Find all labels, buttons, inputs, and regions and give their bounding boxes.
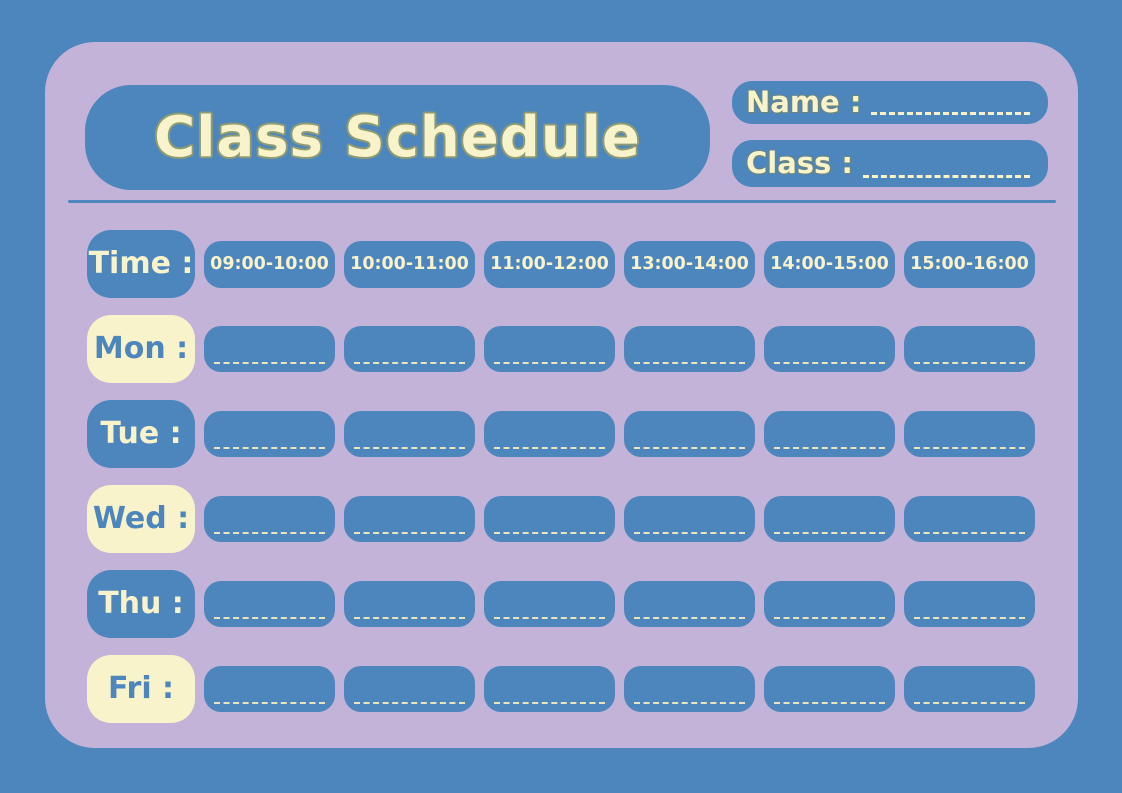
time-slot-header-4: 13:00-14:00: [624, 240, 755, 288]
cell-write-line[interactable]: [354, 702, 465, 704]
schedule-cell-fri-5[interactable]: [764, 666, 895, 712]
time-slot-text: 09:00-10:00: [210, 254, 329, 274]
cell-write-line[interactable]: [214, 447, 325, 449]
schedule-cell-mon-4[interactable]: [624, 326, 755, 372]
schedule-cell-mon-5[interactable]: [764, 326, 895, 372]
schedule-cell-mon-2[interactable]: [344, 326, 475, 372]
schedule-cell-mon-1[interactable]: [204, 326, 335, 372]
cell-write-line[interactable]: [634, 702, 745, 704]
time-slot-header-3: 11:00-12:00: [484, 240, 615, 288]
schedule-cell-tue-1[interactable]: [204, 411, 335, 457]
schedule-cell-mon-3[interactable]: [484, 326, 615, 372]
cell-write-line[interactable]: [774, 447, 885, 449]
time-slot-header-2: 10:00-11:00: [344, 240, 475, 288]
cell-write-line[interactable]: [774, 532, 885, 534]
schedule-cell-fri-2[interactable]: [344, 666, 475, 712]
cell-write-line[interactable]: [914, 362, 1025, 364]
schedule-cell-thu-1[interactable]: [204, 581, 335, 627]
day-label-text: Tue :: [100, 416, 182, 451]
cell-write-line[interactable]: [494, 532, 605, 534]
schedule-cell-wed-6[interactable]: [904, 496, 1035, 542]
time-slot-text: 14:00-15:00: [770, 254, 889, 274]
cell-write-line[interactable]: [494, 702, 605, 704]
cell-write-line[interactable]: [494, 447, 605, 449]
cell-write-line[interactable]: [214, 362, 325, 364]
cell-write-line[interactable]: [354, 362, 465, 364]
class-write-line[interactable]: [863, 175, 1030, 178]
schedule-cell-tue-5[interactable]: [764, 411, 895, 457]
cell-write-line[interactable]: [914, 617, 1025, 619]
time-slot-header-6: 15:00-16:00: [904, 240, 1035, 288]
cell-write-line[interactable]: [914, 532, 1025, 534]
cell-write-line[interactable]: [214, 617, 325, 619]
time-slot-text: 11:00-12:00: [490, 254, 609, 274]
schedule-cell-tue-2[interactable]: [344, 411, 475, 457]
day-label-mon: Mon :: [87, 315, 195, 383]
schedule-cell-wed-1[interactable]: [204, 496, 335, 542]
cell-write-line[interactable]: [634, 362, 745, 364]
schedule-cell-wed-4[interactable]: [624, 496, 755, 542]
time-header-label: Time :: [87, 230, 195, 298]
header-divider: [68, 200, 1056, 203]
schedule-cell-thu-5[interactable]: [764, 581, 895, 627]
class-label: Class :: [746, 146, 854, 180]
schedule-cell-fri-1[interactable]: [204, 666, 335, 712]
schedule-cell-tue-4[interactable]: [624, 411, 755, 457]
schedule-card: Class Schedule Name : Class : Time : 09:…: [45, 42, 1078, 748]
cell-write-line[interactable]: [774, 362, 885, 364]
schedule-cell-fri-3[interactable]: [484, 666, 615, 712]
day-label-text: Mon :: [93, 331, 189, 366]
name-label: Name :: [746, 85, 862, 119]
cell-write-line[interactable]: [634, 447, 745, 449]
cell-write-line[interactable]: [214, 532, 325, 534]
schedule-cell-thu-4[interactable]: [624, 581, 755, 627]
name-write-line[interactable]: [871, 112, 1030, 115]
cell-write-line[interactable]: [774, 617, 885, 619]
time-header-text: Time :: [88, 246, 194, 281]
time-slot-text: 15:00-16:00: [910, 254, 1029, 274]
day-label-text: Fri :: [107, 671, 175, 706]
schedule-cell-thu-2[interactable]: [344, 581, 475, 627]
time-slot-text: 10:00-11:00: [350, 254, 469, 274]
day-label-fri: Fri :: [87, 655, 195, 723]
cell-write-line[interactable]: [494, 362, 605, 364]
schedule-cell-wed-5[interactable]: [764, 496, 895, 542]
schedule-cell-wed-2[interactable]: [344, 496, 475, 542]
time-slot-header-5: 14:00-15:00: [764, 240, 895, 288]
page-title: Class Schedule: [154, 105, 641, 170]
schedule-cell-tue-3[interactable]: [484, 411, 615, 457]
cell-write-line[interactable]: [354, 447, 465, 449]
schedule-cell-tue-6[interactable]: [904, 411, 1035, 457]
schedule-cell-thu-6[interactable]: [904, 581, 1035, 627]
cell-write-line[interactable]: [354, 532, 465, 534]
title-banner: Class Schedule: [85, 85, 710, 190]
cell-write-line[interactable]: [634, 617, 745, 619]
day-label-text: Wed :: [92, 501, 190, 536]
schedule-cell-mon-6[interactable]: [904, 326, 1035, 372]
cell-write-line[interactable]: [354, 617, 465, 619]
name-field[interactable]: Name :: [732, 81, 1048, 124]
cell-write-line[interactable]: [214, 702, 325, 704]
time-slot-text: 13:00-14:00: [630, 254, 749, 274]
schedule-grid: Time : 09:00-10:00 10:00-11:00 11:00-12:…: [87, 230, 1035, 723]
cell-write-line[interactable]: [494, 617, 605, 619]
day-label-wed: Wed :: [87, 485, 195, 553]
cell-write-line[interactable]: [914, 702, 1025, 704]
cell-write-line[interactable]: [634, 532, 745, 534]
class-field[interactable]: Class :: [732, 140, 1048, 187]
cell-write-line[interactable]: [774, 702, 885, 704]
schedule-cell-wed-3[interactable]: [484, 496, 615, 542]
time-slot-header-1: 09:00-10:00: [204, 240, 335, 288]
schedule-cell-thu-3[interactable]: [484, 581, 615, 627]
schedule-cell-fri-4[interactable]: [624, 666, 755, 712]
schedule-cell-fri-6[interactable]: [904, 666, 1035, 712]
day-label-thu: Thu :: [87, 570, 195, 638]
cell-write-line[interactable]: [914, 447, 1025, 449]
day-label-tue: Tue :: [87, 400, 195, 468]
day-label-text: Thu :: [98, 586, 184, 621]
